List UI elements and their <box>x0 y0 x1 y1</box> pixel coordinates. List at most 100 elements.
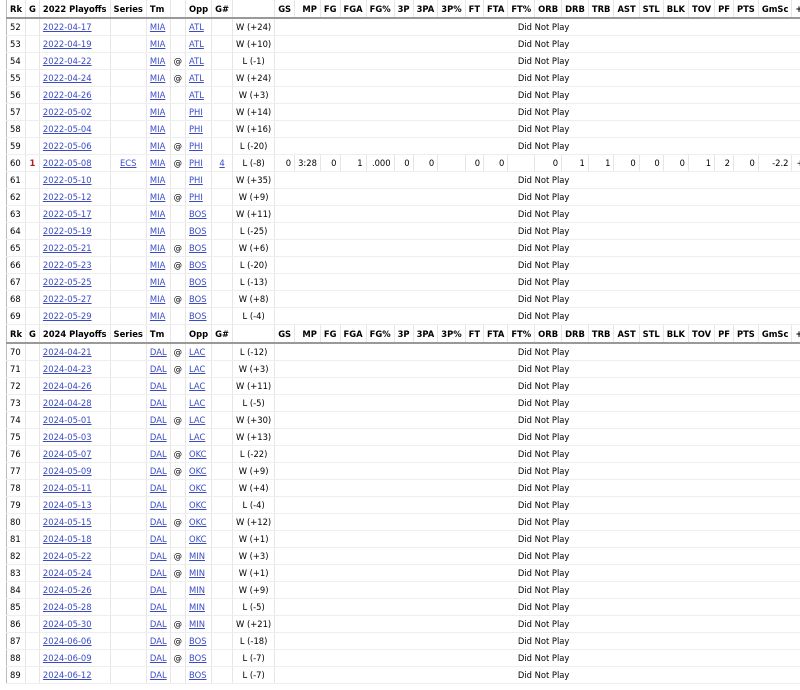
opponent-link[interactable]: BOS <box>189 294 207 304</box>
team-link[interactable]: MIA <box>149 294 166 304</box>
date-link[interactable]: 2024-06-09 <box>42 653 92 663</box>
date-link[interactable]: 2024-05-03 <box>42 432 92 442</box>
team-link[interactable]: DAL <box>149 483 167 493</box>
team-link[interactable]: MIA <box>149 277 166 287</box>
date-link[interactable]: 2022-05-29 <box>42 311 92 321</box>
team-link[interactable]: MIA <box>149 175 166 185</box>
opponent-link[interactable]: OKC <box>189 500 207 510</box>
date-link[interactable]: 2024-06-12 <box>42 670 92 680</box>
game-number-link[interactable]: 4 <box>219 158 225 168</box>
team-link[interactable]: MIA <box>149 192 166 202</box>
team-link[interactable]: MIA <box>149 226 166 236</box>
opponent-link[interactable]: MIN <box>189 585 205 595</box>
date-link[interactable]: 2022-04-22 <box>42 56 92 66</box>
date-link[interactable]: 2022-04-19 <box>42 39 92 49</box>
team-link[interactable]: DAL <box>149 551 167 561</box>
date-link[interactable]: 2022-05-04 <box>42 124 92 134</box>
team-link[interactable]: MIA <box>149 56 166 66</box>
team-link[interactable]: DAL <box>149 381 167 391</box>
opponent-link[interactable]: LAC <box>189 381 206 391</box>
opponent-link[interactable]: PHI <box>189 107 203 117</box>
date-link[interactable]: 2022-04-26 <box>42 90 92 100</box>
team-link[interactable]: MIA <box>149 22 166 32</box>
date-link[interactable]: 2024-05-01 <box>42 415 92 425</box>
date-link[interactable]: 2024-05-18 <box>42 534 92 544</box>
team-link[interactable]: MIA <box>149 209 166 219</box>
date-link[interactable]: 2022-05-27 <box>42 294 92 304</box>
team-link[interactable]: DAL <box>149 619 167 629</box>
team-link[interactable]: DAL <box>149 449 167 459</box>
team-link[interactable]: MIA <box>149 73 166 83</box>
opponent-link[interactable]: OKC <box>189 466 207 476</box>
opponent-link[interactable]: BOS <box>189 311 207 321</box>
opponent-link[interactable]: BOS <box>189 209 207 219</box>
opponent-link[interactable]: LAC <box>189 432 206 442</box>
date-link[interactable]: 2022-04-17 <box>42 22 92 32</box>
opponent-link[interactable]: ATL <box>189 22 204 32</box>
series-link[interactable]: ECS <box>119 158 137 168</box>
team-link[interactable]: DAL <box>149 670 167 680</box>
date-link[interactable]: 2024-05-09 <box>42 466 92 476</box>
date-link[interactable]: 2022-05-19 <box>42 226 92 236</box>
team-link[interactable]: MIA <box>149 158 166 168</box>
date-link[interactable]: 2022-05-06 <box>42 141 92 151</box>
date-link[interactable]: 2022-05-25 <box>42 277 92 287</box>
opponent-link[interactable]: MIN <box>189 619 205 629</box>
team-link[interactable]: DAL <box>149 466 167 476</box>
opponent-link[interactable]: MIN <box>189 551 205 561</box>
team-link[interactable]: DAL <box>149 415 167 425</box>
team-link[interactable]: MIA <box>149 107 166 117</box>
team-link[interactable]: MIA <box>149 260 166 270</box>
date-link[interactable]: 2022-05-02 <box>42 107 92 117</box>
date-link[interactable]: 2024-05-11 <box>42 483 92 493</box>
date-link[interactable]: 2022-05-23 <box>42 260 92 270</box>
opponent-link[interactable]: OKC <box>189 483 207 493</box>
team-link[interactable]: DAL <box>149 534 167 544</box>
team-link[interactable]: DAL <box>149 432 167 442</box>
opponent-link[interactable]: BOS <box>189 636 207 646</box>
team-link[interactable]: MIA <box>149 311 166 321</box>
team-link[interactable]: MIA <box>149 124 166 134</box>
opponent-link[interactable]: OKC <box>189 534 207 544</box>
date-link[interactable]: 2024-06-06 <box>42 636 92 646</box>
opponent-link[interactable]: BOS <box>189 226 207 236</box>
date-link[interactable]: 2022-04-24 <box>42 73 92 83</box>
date-link[interactable]: 2022-05-10 <box>42 175 92 185</box>
opponent-link[interactable]: ATL <box>189 56 204 66</box>
opponent-link[interactable]: LAC <box>189 347 206 357</box>
team-link[interactable]: MIA <box>149 39 166 49</box>
date-link[interactable]: 2024-05-13 <box>42 500 92 510</box>
date-link[interactable]: 2024-05-07 <box>42 449 92 459</box>
team-link[interactable]: MIA <box>149 141 166 151</box>
date-link[interactable]: 2024-04-23 <box>42 364 92 374</box>
team-link[interactable]: DAL <box>149 602 167 612</box>
opponent-link[interactable]: BOS <box>189 653 207 663</box>
opponent-link[interactable]: BOS <box>189 277 207 287</box>
team-link[interactable]: DAL <box>149 500 167 510</box>
date-link[interactable]: 2024-05-26 <box>42 585 92 595</box>
team-link[interactable]: DAL <box>149 517 167 527</box>
opponent-link[interactable]: LAC <box>189 364 206 374</box>
opponent-link[interactable]: PHI <box>189 192 203 202</box>
date-link[interactable]: 2022-05-12 <box>42 192 92 202</box>
date-link[interactable]: 2024-04-21 <box>42 347 92 357</box>
date-link[interactable]: 2022-05-17 <box>42 209 92 219</box>
opponent-link[interactable]: PHI <box>189 158 203 168</box>
team-link[interactable]: MIA <box>149 243 166 253</box>
opponent-link[interactable]: PHI <box>189 175 203 185</box>
date-link[interactable]: 2024-04-26 <box>42 381 92 391</box>
opponent-link[interactable]: BOS <box>189 260 207 270</box>
team-link[interactable]: DAL <box>149 398 167 408</box>
date-link[interactable]: 2024-05-24 <box>42 568 92 578</box>
opponent-link[interactable]: BOS <box>189 243 207 253</box>
date-link[interactable]: 2022-05-21 <box>42 243 92 253</box>
opponent-link[interactable]: ATL <box>189 90 204 100</box>
date-link[interactable]: 2024-05-22 <box>42 551 92 561</box>
opponent-link[interactable]: LAC <box>189 398 206 408</box>
team-link[interactable]: MIA <box>149 90 166 100</box>
date-link[interactable]: 2024-05-30 <box>42 619 92 629</box>
opponent-link[interactable]: ATL <box>189 39 204 49</box>
team-link[interactable]: DAL <box>149 653 167 663</box>
team-link[interactable]: DAL <box>149 585 167 595</box>
opponent-link[interactable]: OKC <box>189 517 207 527</box>
